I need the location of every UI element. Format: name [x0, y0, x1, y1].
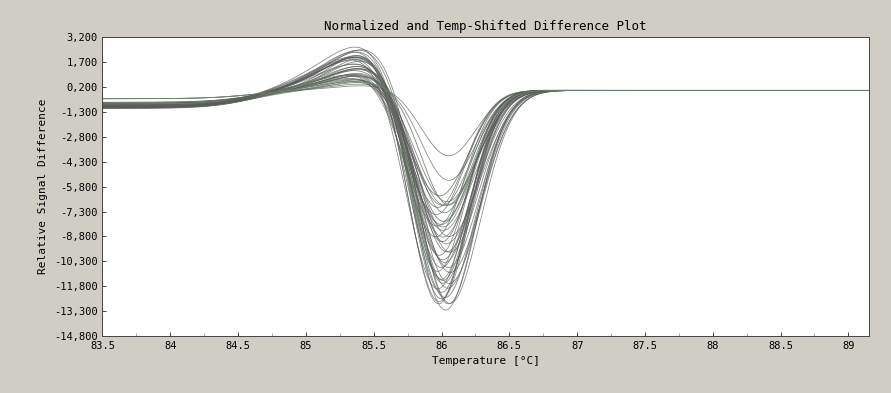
- Title: Normalized and Temp-Shifted Difference Plot: Normalized and Temp-Shifted Difference P…: [324, 20, 647, 33]
- Y-axis label: Relative Signal Difference: Relative Signal Difference: [38, 99, 48, 274]
- X-axis label: Temperature [°C]: Temperature [°C]: [431, 356, 540, 366]
